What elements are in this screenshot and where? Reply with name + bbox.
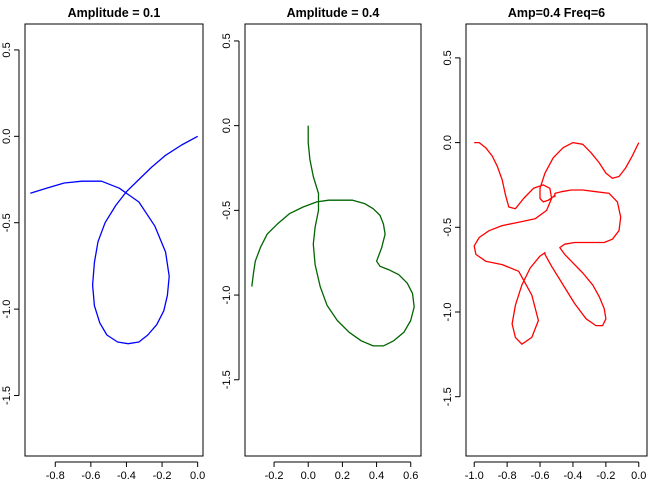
x-tick-label: -0.6 <box>531 470 550 480</box>
y-tick-label: -1.0 <box>1 300 13 319</box>
chart-panel-2: Amplitude = 0.4 -0.2 0.0 0.2 0.4 0.6 -1.5 -1.0 -… <box>221 6 422 482</box>
x-tick-label: 0.0 <box>190 470 205 480</box>
x-tick-label: 0.0 <box>301 470 316 480</box>
y-tick-label: -1.0 <box>221 286 233 305</box>
y-tick-label: -0.5 <box>221 201 233 220</box>
chart-title: Amplitude = 0.4 <box>287 6 380 20</box>
x-tick-label: -0.2 <box>153 470 172 480</box>
x-tick-label: -1.0 <box>465 470 484 480</box>
y-tick-label: 0.0 <box>442 135 454 150</box>
x-tick-label: -0.2 <box>265 470 284 480</box>
y-tick-label: 0.5 <box>1 42 13 57</box>
series-line-amplitude-0-1 <box>30 135 199 345</box>
x-tick-label: -0.6 <box>81 470 100 480</box>
y-tick-label: -0.5 <box>442 218 454 237</box>
chart-panel-3: Amp=0.4 Freq=6 -1.0 -0.8 -0.6 -0.4 -0.2 0.0 -1.… <box>442 6 648 482</box>
x-tick-label: 0.0 <box>631 470 646 480</box>
x-tick-label: 0.2 <box>335 470 350 480</box>
x-tick-label: 0.4 <box>369 470 384 480</box>
plot-frame <box>24 23 204 457</box>
y-tick-label: 0.5 <box>442 50 454 65</box>
x-tick-label: -0.4 <box>117 470 136 480</box>
plot-frame <box>465 23 648 457</box>
chart-title: Amp=0.4 Freq=6 <box>508 6 605 20</box>
y-tick-label: 0.0 <box>1 129 13 144</box>
series-line-amp-0-4-freq-6 <box>473 141 640 345</box>
y-tick-label: -1.5 <box>221 370 233 389</box>
x-tick-label: -0.2 <box>596 470 615 480</box>
y-tick-label: -0.5 <box>1 213 13 232</box>
x-tick-label: -0.8 <box>46 470 65 480</box>
y-tick-label: -1.5 <box>1 386 13 405</box>
series-line-amplitude-0-4 <box>251 125 415 347</box>
y-tick-label: 0.0 <box>221 118 233 133</box>
chart-panel-1: Amplitude = 0.1 -0.8 -0.6 -0.4 -0.2 0.0 -1.5 -1… <box>1 6 205 482</box>
x-tick-label: -0.8 <box>498 470 517 480</box>
chart-title: Amplitude = 0.1 <box>68 6 161 20</box>
plot-frame <box>244 23 422 457</box>
y-tick-label: -1.5 <box>442 387 454 406</box>
x-tick-label: -0.4 <box>563 470 582 480</box>
x-tick-label: 0.6 <box>403 470 418 480</box>
y-tick-label: -1.0 <box>442 303 454 322</box>
y-tick-label: 0.5 <box>221 33 233 48</box>
